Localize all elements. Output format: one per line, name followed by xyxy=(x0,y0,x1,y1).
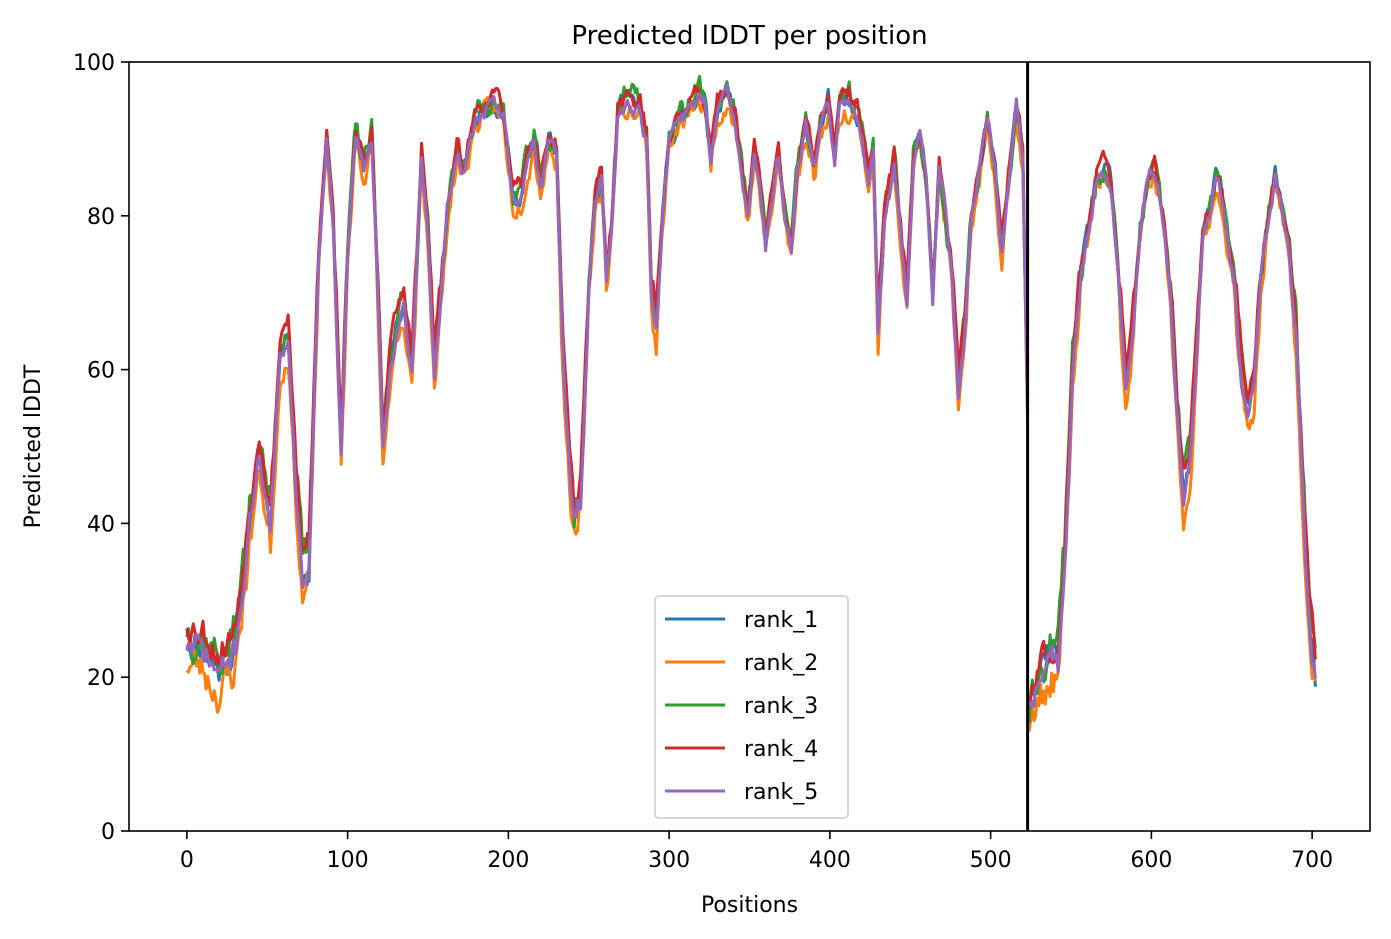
x-tick-label: 400 xyxy=(809,848,851,873)
x-tick-label: 700 xyxy=(1291,848,1333,873)
y-tick-label: 100 xyxy=(73,51,115,76)
legend-label-rank_2: rank_2 xyxy=(744,651,818,676)
x-tick-label: 600 xyxy=(1130,848,1172,873)
x-tick-label: 0 xyxy=(180,848,194,873)
x-tick-label: 200 xyxy=(487,848,529,873)
legend-box xyxy=(654,595,849,819)
y-tick-label: 60 xyxy=(87,359,115,384)
y-tick-label: 40 xyxy=(87,512,115,537)
legend-label-rank_5: rank_5 xyxy=(744,780,818,805)
legend-label-rank_1: rank_1 xyxy=(744,608,818,633)
legend-label-rank_4: rank_4 xyxy=(744,737,818,762)
chart-title: Predicted lDDT per position xyxy=(571,21,927,51)
y-tick-label: 0 xyxy=(101,820,115,845)
legend-label-rank_3: rank_3 xyxy=(744,694,818,719)
x-axis: 0 100 200 300 400 500 600 700 xyxy=(180,831,1333,873)
x-tick-label: 100 xyxy=(327,848,369,873)
x-tick-label: 300 xyxy=(648,848,690,873)
y-axis-title: Predicted lDDT xyxy=(21,364,46,528)
series-line-rank_5 xyxy=(185,82,1317,709)
plot-frame xyxy=(128,61,1371,832)
y-tick-label: 80 xyxy=(87,205,115,230)
legend: rank_1 rank_2 rank_3 rank_4 rank_5 xyxy=(654,595,849,819)
y-tick-label: 20 xyxy=(87,666,115,691)
plot-area xyxy=(128,61,1371,832)
x-axis-title: Positions xyxy=(701,893,798,918)
y-axis: 0 20 40 60 80 100 xyxy=(73,51,129,845)
x-tick-label: 500 xyxy=(970,848,1012,873)
